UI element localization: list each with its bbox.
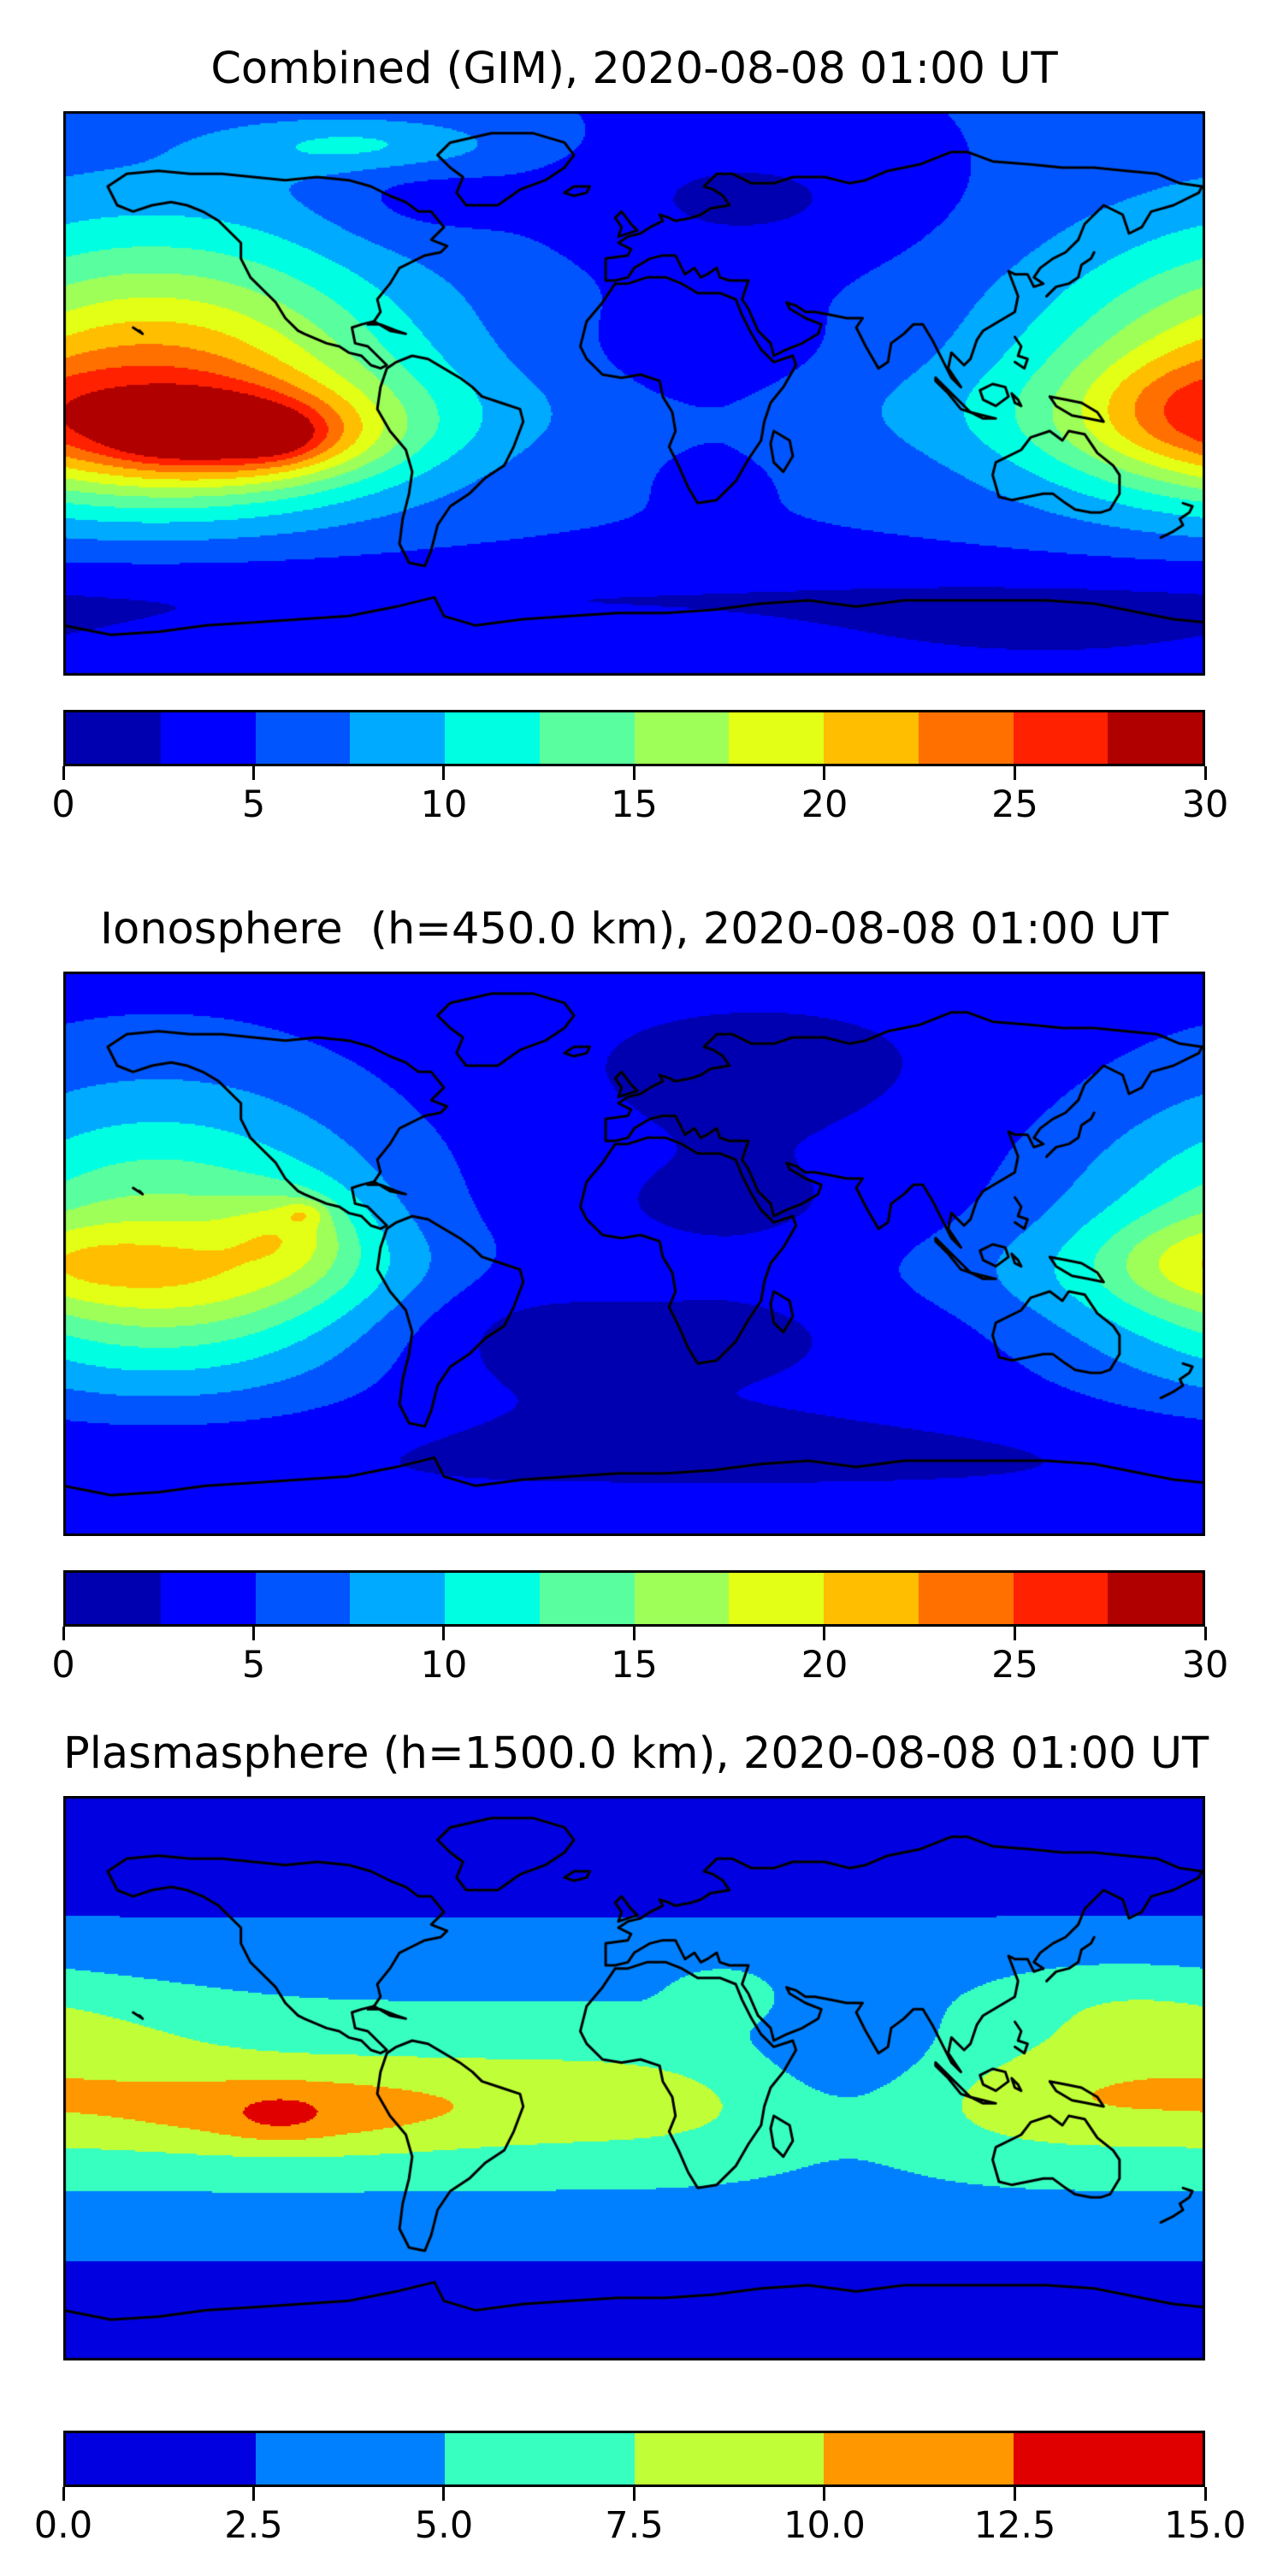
- map-canvas-ionosphere: [63, 972, 1205, 1536]
- colorbar-segment: [1108, 1573, 1203, 1624]
- colorbar-segment: [824, 1573, 919, 1624]
- colorbar-tick-label: 2.5: [224, 2504, 283, 2547]
- map-canvas-plasmasphere: [63, 1796, 1205, 2360]
- colorbar-segment: [66, 1573, 161, 1624]
- colorbar-tick: [633, 1627, 636, 1640]
- colorbar-segment: [350, 1573, 445, 1624]
- colorbar-segment: [255, 2433, 445, 2484]
- colorbar-tick: [823, 1627, 826, 1640]
- colorbar-tick-label: 10: [420, 1644, 468, 1687]
- colorbar-segment: [1108, 712, 1203, 764]
- panel-title-ionosphere: Ionosphere (h=450.0 km), 2020-08-08 01:0…: [99, 904, 1169, 954]
- colorbar-tick: [633, 766, 636, 780]
- colorbar-segment: [350, 712, 445, 764]
- colorbar-segment: [539, 712, 635, 764]
- colorbar-tick-label: 5: [241, 783, 266, 826]
- colorbar-tick: [442, 766, 446, 780]
- colorbar-segment: [1013, 2433, 1203, 2484]
- colorbar-tick-label: 30: [1181, 783, 1229, 826]
- colorbar-tick-label: 5: [241, 1644, 266, 1687]
- colorbar-tick-label: 10.0: [783, 2504, 866, 2547]
- colorbar-bar: [63, 1570, 1205, 1627]
- colorbar-bar: [63, 2431, 1205, 2487]
- colorbar-segment: [539, 1573, 635, 1624]
- colorbar-segment: [1013, 1573, 1109, 1624]
- colorbar-tick-label: 7.5: [605, 2504, 664, 2547]
- colorbar-tick-label: 20: [801, 1644, 848, 1687]
- colorbar-segment: [824, 2433, 1014, 2484]
- colorbar-tick: [1014, 1627, 1016, 1640]
- colorbar-tick-label: 5.0: [414, 2504, 474, 2547]
- colorbar-segment: [1013, 712, 1109, 764]
- colorbar-tick: [62, 2487, 65, 2501]
- colorbar-segment: [634, 1573, 730, 1624]
- colorbar-tick-label: 30: [1181, 1644, 1229, 1687]
- colorbar-segment: [445, 2433, 635, 2484]
- colorbar-segment: [445, 712, 540, 764]
- colorbar-tick: [1203, 766, 1207, 780]
- colorbar-segment: [918, 1573, 1014, 1624]
- colorbar-tick-label: 15: [611, 783, 658, 826]
- colorbar-segment: [729, 1573, 824, 1624]
- colorbar-tick: [62, 1627, 65, 1640]
- colorbar-tick: [823, 2487, 826, 2501]
- colorbar-tick: [1203, 1627, 1207, 1640]
- colorbar-tick: [251, 1627, 255, 1640]
- colorbar-tick: [442, 2487, 446, 2501]
- colorbar-tick: [442, 1627, 446, 1640]
- panel-title-combined: Combined (GIM), 2020-08-08 01:00 UT: [210, 44, 1058, 94]
- colorbar-segment: [66, 2433, 256, 2484]
- colorbar-segment: [160, 712, 256, 764]
- colorbar-segment: [255, 712, 351, 764]
- colorbar-bar: [63, 710, 1205, 766]
- colorbar-segment: [634, 712, 730, 764]
- colorbar-tick-label: 25: [991, 1644, 1038, 1687]
- colorbar-tick: [633, 2487, 636, 2501]
- colorbar-tick: [1014, 2487, 1016, 2501]
- panel-title-plasmasphere: Plasmasphere (h=1500.0 km), 2020-08-08 0…: [63, 1728, 1209, 1779]
- colorbar-segment: [918, 712, 1014, 764]
- colorbar-tick: [62, 766, 65, 780]
- colorbar-segment: [255, 1573, 351, 1624]
- colorbar-tick: [251, 766, 255, 780]
- colorbar-segment: [729, 712, 824, 764]
- colorbar-tick-label: 15: [611, 1644, 658, 1687]
- colorbar-ionosphere: 0 5 10 15 20 25 30: [51, 1570, 1228, 1716]
- colorbar-segment: [445, 1573, 540, 1624]
- colorbar-tick-label: 15.0: [1164, 2504, 1246, 2547]
- colorbar-tick: [1203, 2487, 1207, 2501]
- colorbar-tick: [251, 2487, 255, 2501]
- map-canvas-combined: [63, 111, 1205, 676]
- colorbar-segment: [824, 712, 919, 764]
- colorbar-tick-label: 20: [801, 783, 848, 826]
- colorbar-tick: [1014, 766, 1016, 780]
- colorbar-segment: [66, 712, 161, 764]
- colorbar-tick-label: 25: [991, 783, 1038, 826]
- colorbar-segment: [634, 2433, 824, 2484]
- colorbar-tick-label: 12.5: [973, 2504, 1056, 2547]
- colorbar-tick: [823, 766, 826, 780]
- colorbar-combined: 0 5 10 15 20 25 30: [51, 710, 1228, 855]
- colorbar-segment: [160, 1573, 256, 1624]
- colorbar-tick-label: 0: [51, 783, 75, 826]
- colorbar-tick-label: 10: [420, 783, 468, 826]
- colorbar-plasmasphere: 0.0 2.5 5.0 7.5 10.0 12.5 15.0: [34, 2431, 1246, 2576]
- colorbar-tick-label: 0: [51, 1644, 75, 1687]
- colorbar-tick-label: 0.0: [33, 2504, 93, 2547]
